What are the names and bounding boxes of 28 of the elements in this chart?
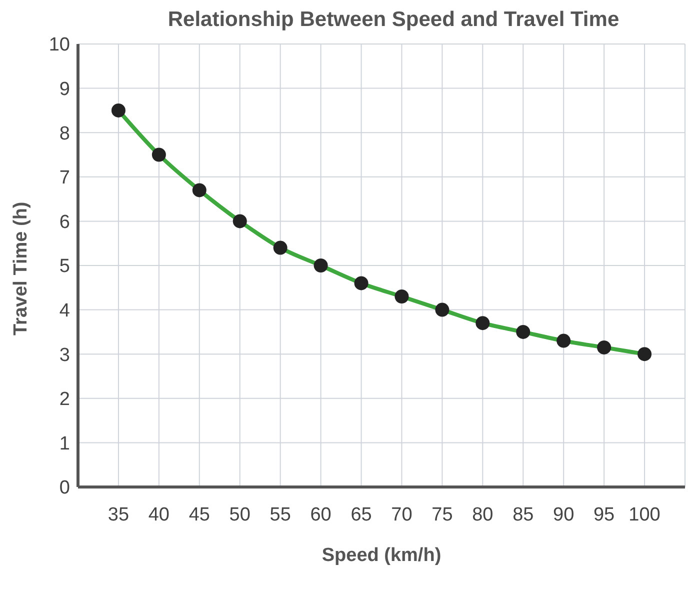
y-tick-label: 1	[59, 433, 70, 454]
x-tick-label: 70	[391, 504, 412, 526]
x-tick-label: 80	[472, 504, 494, 526]
x-tick-label: 95	[593, 504, 615, 526]
y-tick-label: 9	[59, 79, 70, 100]
x-tick-label: 40	[148, 504, 170, 526]
x-tick-label: 100	[628, 504, 660, 526]
x-tick-label: 45	[188, 504, 210, 526]
y-tick-label: 5	[59, 256, 70, 278]
y-tick-label: 10	[48, 34, 70, 56]
x-tick-label: 65	[350, 504, 372, 526]
y-tick-label: 0	[59, 478, 70, 499]
y-tick-label: 2	[59, 389, 70, 410]
y-axis-title: Travel Time (h)	[10, 202, 32, 336]
x-tick-label: 85	[512, 504, 534, 526]
x-tick-label: 90	[553, 504, 574, 526]
y-tick-label: 8	[59, 123, 70, 144]
y-tick-label: 4	[59, 300, 70, 322]
y-tick-label: 6	[59, 212, 70, 233]
y-tick-label: 7	[59, 168, 70, 189]
x-axis-title: Speed (km/h)	[322, 545, 442, 566]
x-tick-label: 60	[310, 504, 332, 526]
chart-title: Relationship Between Speed and Travel Time	[166, 8, 620, 32]
x-tick-label: 75	[432, 504, 453, 526]
y-tick-label: 3	[59, 344, 70, 366]
x-tick-label: 50	[229, 504, 250, 526]
x-tick-label: 35	[108, 504, 130, 526]
x-tick-label: 55	[270, 504, 291, 526]
